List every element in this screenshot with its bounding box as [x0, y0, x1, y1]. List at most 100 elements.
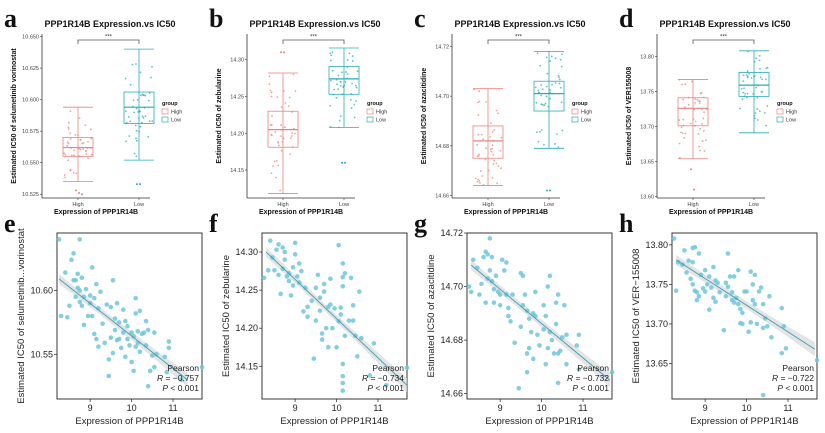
jitter-point [338, 119, 341, 122]
scatter-point [537, 343, 542, 348]
jitter-point [345, 71, 347, 73]
jitter-point [553, 143, 556, 145]
scatter-point [497, 302, 503, 308]
scatter-point [673, 288, 679, 294]
scatter-point [543, 361, 549, 367]
scatter-point [319, 337, 325, 342]
jitter-point [681, 83, 683, 86]
jitter-point [280, 124, 282, 126]
stat-p: P < 0.001 [367, 383, 404, 393]
scatter-point [354, 354, 360, 359]
scatter-point [752, 272, 758, 278]
jitter-point [131, 63, 134, 66]
scatter-point [468, 289, 474, 295]
jitter-point [556, 133, 558, 135]
jitter-point [73, 154, 75, 157]
jitter-point [554, 82, 557, 84]
scatter-point [133, 295, 139, 301]
panel-letter: b [209, 4, 223, 33]
scatter-point [89, 313, 95, 319]
jitter-point [151, 120, 154, 123]
y-axis-label: Estimated IC50 of zebularine [216, 68, 223, 163]
jitter-point [147, 136, 150, 138]
jitter-point [75, 172, 78, 175]
panel-e: e 9 10 11 10.55 10.60 Expression of PPP1R14B Es… [0, 209, 206, 432]
jitter-point [536, 52, 539, 55]
scatter-point [541, 302, 546, 308]
jitter-point [678, 119, 681, 121]
jitter-point [491, 147, 493, 150]
stat-p: P < 0.001 [572, 383, 609, 393]
jitter-point [746, 75, 749, 78]
scatter-point [477, 292, 482, 297]
scatter-point [723, 293, 729, 299]
scatter-point [290, 264, 296, 270]
jitter-point [350, 98, 352, 101]
scatter-point [516, 385, 522, 391]
jitter-point [699, 92, 702, 95]
jitter-point [64, 153, 67, 156]
scatter-point [120, 330, 126, 335]
y-tick-label: 13.70 [645, 319, 668, 329]
legend-swatch-high [161, 108, 169, 115]
chart-b: b PPP1R14B Expression.vs IC50 14.15 14.20 14… [209, 4, 387, 216]
jitter-point [84, 124, 87, 127]
y-tick-label: 10.600 [22, 98, 39, 104]
jitter-point [699, 127, 701, 130]
jitter-point [148, 120, 151, 123]
legend-swatch-low [366, 116, 374, 123]
jitter-point [335, 96, 338, 99]
y-axis-label: Estimated IC50 of VER155008 [626, 67, 633, 166]
y-tick-label: 10.650 [22, 35, 39, 41]
significance-label: *** [720, 35, 728, 41]
scatter-point [487, 268, 493, 273]
jitter-point [754, 117, 756, 120]
jitter-point [339, 81, 342, 83]
jitter-point [698, 100, 700, 103]
jitter-point [740, 88, 743, 90]
scatter-point [77, 299, 83, 305]
scatter-point [512, 340, 517, 346]
panel-g: g 9 10 11 14.66 14.68 14.70 14.72 Expression of … [410, 209, 616, 432]
jitter-point [745, 74, 748, 76]
outlier-point [690, 168, 692, 171]
jitter-point [291, 132, 294, 135]
y-tick-label: 13.80 [645, 240, 668, 250]
jitter-point [329, 79, 332, 82]
jitter-point [85, 153, 88, 155]
jitter-point [70, 154, 73, 157]
jitter-point [535, 101, 538, 104]
jitter-point [125, 140, 127, 143]
jitter-point [489, 122, 492, 124]
scatter-point [715, 280, 720, 286]
jitter-point [500, 136, 503, 139]
scatter-point [506, 313, 511, 319]
scatter-point [69, 257, 74, 263]
legend-label-low: Low [171, 118, 181, 124]
jitter-point [540, 94, 543, 97]
scatter-point [340, 284, 346, 289]
panel-letter: e [4, 209, 16, 238]
scatter-point [524, 369, 530, 375]
scatter-point [682, 248, 687, 253]
scatter-point [704, 282, 710, 287]
scatter-point [131, 334, 136, 339]
scatter-point [91, 295, 97, 301]
scatter-point [493, 273, 499, 279]
jitter-point [139, 71, 142, 74]
jitter-point [329, 104, 332, 107]
jitter-point [72, 171, 75, 174]
jitter-point [283, 126, 286, 129]
scatter-point [129, 330, 134, 335]
jitter-point [282, 137, 284, 139]
x-axis-label: Expression of PPP1R14B [485, 416, 593, 427]
jitter-point [689, 122, 692, 125]
chart-d: d PPP1R14B Expression.vs IC50 13.60 13.65 13… [619, 4, 797, 216]
jitter-point [67, 128, 70, 130]
jitter-point [346, 59, 349, 61]
jitter-point [489, 136, 492, 138]
jitter-point [537, 91, 540, 94]
jitter-point [545, 95, 548, 98]
significance-label: *** [105, 35, 113, 41]
significance-label: *** [515, 35, 523, 41]
